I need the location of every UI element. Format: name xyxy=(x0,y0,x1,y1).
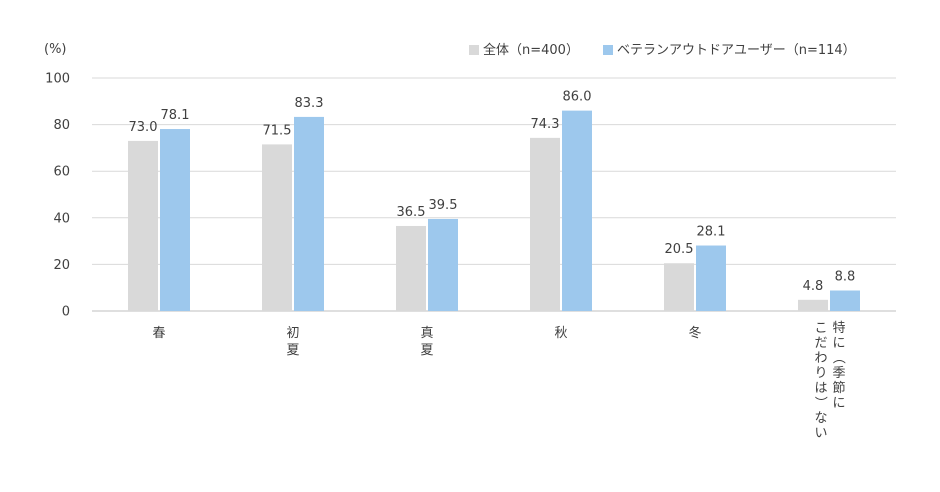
category-label: 冬 xyxy=(688,325,701,341)
bars xyxy=(128,110,860,312)
category-label-line: 初 xyxy=(286,326,299,341)
y-axis-ticks: 0 20 40 60 80 100 xyxy=(45,72,70,320)
category-label-line: 冬 xyxy=(688,325,701,341)
category-glyph: り xyxy=(814,366,827,381)
data-label: 71.5 xyxy=(263,123,292,138)
bar-overall xyxy=(396,225,426,311)
category-glyph: 節 xyxy=(832,381,845,396)
bar-overall xyxy=(664,263,694,311)
category-label-line: 春 xyxy=(152,326,165,341)
category-label: 特に（季節に xyxy=(831,321,846,411)
bar-veteran xyxy=(696,245,726,311)
category-label-line: 夏 xyxy=(420,343,433,358)
data-label: 74.3 xyxy=(531,117,560,132)
category-glyph: こ xyxy=(814,321,827,336)
legend: 全体（n=400） ベテランアウトドアユーザー（n=114） xyxy=(469,42,856,58)
y-tick-label: 20 xyxy=(53,258,70,273)
legend-swatch xyxy=(469,45,479,55)
data-label: 4.8 xyxy=(803,279,824,294)
bar-veteran xyxy=(562,110,592,312)
bar-veteran xyxy=(160,129,190,311)
category-glyph: は xyxy=(814,381,827,396)
y-axis-unit-label: (%) xyxy=(44,42,67,57)
data-label: 20.5 xyxy=(665,242,694,257)
category-label-line: 真 xyxy=(420,326,433,341)
bar-overall xyxy=(530,137,560,311)
category-glyph: わ xyxy=(814,351,827,366)
bar-veteran xyxy=(294,116,324,311)
category-glyph: 特 xyxy=(832,321,845,336)
data-label: 78.1 xyxy=(161,108,190,123)
category-glyph: に xyxy=(832,396,845,411)
category-glyph: な xyxy=(814,411,827,426)
bar-veteran xyxy=(428,218,458,311)
category-label: 真夏 xyxy=(420,326,433,358)
category-label: 春 xyxy=(152,326,165,341)
y-tick-label: 80 xyxy=(53,118,70,133)
data-label: 86.0 xyxy=(563,90,592,105)
bar-veteran xyxy=(830,290,860,311)
data-label: 83.3 xyxy=(295,96,324,111)
legend-swatch xyxy=(603,45,613,55)
data-label: 8.8 xyxy=(835,269,856,284)
legend-label: ベテランアウトドアユーザー（n=114） xyxy=(617,43,856,58)
data-labels: 73.078.1 71.583.3 36.5 39.5 74.386.0 20.528.1… xyxy=(129,90,856,294)
category-label: 初夏 xyxy=(286,326,299,358)
bar-overall xyxy=(262,144,292,311)
x-axis-categories: 春初夏真夏秋冬特に（季節にこだわりは）ない xyxy=(152,321,845,441)
legend-label: 全体（n=400） xyxy=(483,42,579,58)
y-tick-label: 60 xyxy=(53,165,70,180)
category-glyph: 季 xyxy=(832,366,845,381)
category-glyph: い xyxy=(814,426,827,441)
y-tick-label: 40 xyxy=(53,211,70,226)
data-label: 39.5 xyxy=(429,198,458,213)
bar-overall xyxy=(798,299,828,311)
category-label-line: 夏 xyxy=(286,343,299,358)
data-label: 36.5 xyxy=(397,205,426,220)
gridlines xyxy=(92,77,896,312)
category-glyph: だ xyxy=(814,336,827,351)
bar-overall xyxy=(128,140,158,311)
category-label-line: 秋 xyxy=(554,326,567,341)
category-label: 秋 xyxy=(554,326,567,341)
category-glyph: に xyxy=(832,336,845,351)
y-tick-label: 0 xyxy=(62,305,70,320)
category-glyph: ） xyxy=(813,396,828,409)
category-glyph: （ xyxy=(831,351,846,364)
data-label: 73.0 xyxy=(129,120,158,135)
data-label: 28.1 xyxy=(697,225,726,240)
y-tick-label: 100 xyxy=(45,72,70,87)
